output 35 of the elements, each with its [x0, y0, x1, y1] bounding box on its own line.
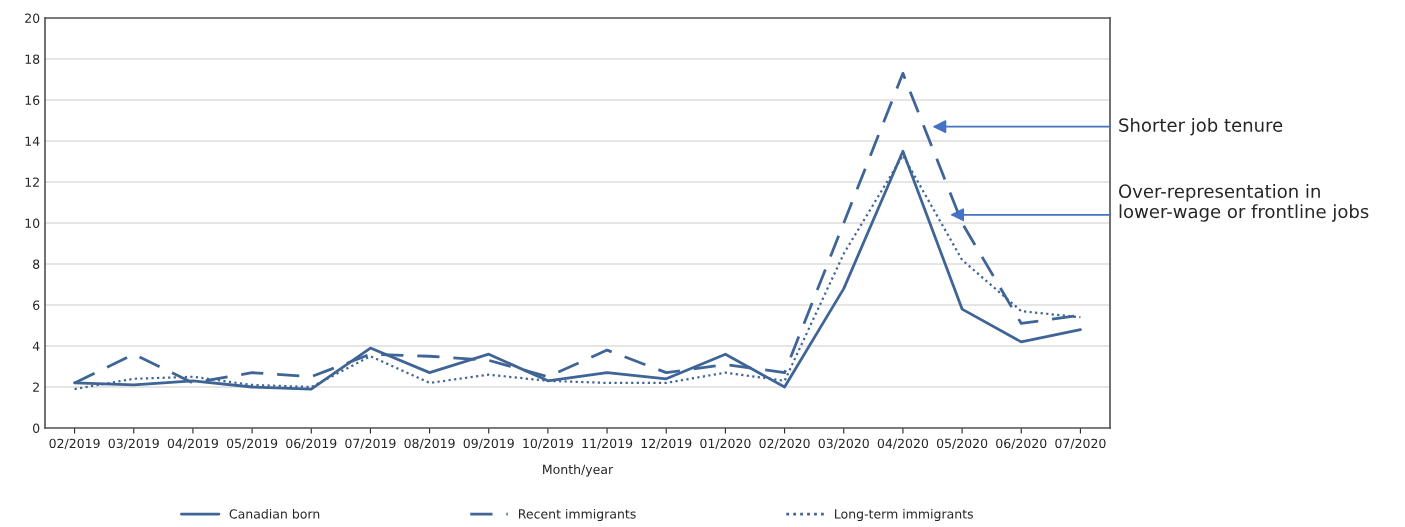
x-tick-label: 02/2019	[49, 438, 100, 450]
x-tick-label: 07/2020	[1055, 438, 1106, 450]
legend-label: Canadian born	[229, 508, 320, 519]
y-tick-label: 18	[25, 54, 40, 64]
legend-label: Recent immigrants	[518, 508, 636, 522]
x-tick-label: 05/2020	[936, 438, 988, 450]
x-tick-label: 06/2019	[286, 438, 337, 450]
x-tick-label: 02/2020	[759, 438, 810, 450]
x-tick-label: 06/2020	[996, 438, 1047, 450]
y-tick-label: 16	[25, 95, 40, 105]
y-tick-label: 6	[33, 300, 40, 310]
x-tick-label: 04/2019	[167, 438, 218, 450]
x-axis-title: Month/year	[543, 464, 614, 477]
text: Over-representation in lower-wage or frontline jobs	[1119, 184, 1369, 222]
x-tick-label: 09/2019	[463, 438, 514, 450]
x-tick-label: 03/2019	[108, 438, 159, 450]
y-tick-label: 0	[33, 423, 40, 433]
y-tick-label: 4	[32, 341, 40, 351]
x-tick-label: 03/2020	[818, 438, 869, 450]
y-tick-label: 8	[33, 259, 40, 269]
y-tick-label: 12	[25, 177, 39, 187]
x-tick-label: 04/2020	[877, 438, 929, 450]
x-tick-label: 05/2019	[226, 438, 278, 450]
y-tick-label: 20	[25, 13, 40, 23]
x-tick-label: 01/2020	[700, 438, 751, 450]
text: Shorter job tenure	[1119, 117, 1283, 136]
y-tick-label: 10	[25, 218, 40, 228]
x-tick-label: 11/2019	[582, 438, 633, 450]
x-tick-label: 10/2019	[523, 438, 573, 450]
x-tick-label: 08/2019	[404, 438, 455, 450]
y-tick-label: 14	[25, 136, 40, 146]
x-tick-label: 07/2019	[345, 438, 396, 450]
x-tick-label: 12/2019	[641, 438, 692, 450]
y-tick-label: 2	[33, 382, 39, 392]
legend-label: Long-term immigrants	[835, 508, 973, 522]
